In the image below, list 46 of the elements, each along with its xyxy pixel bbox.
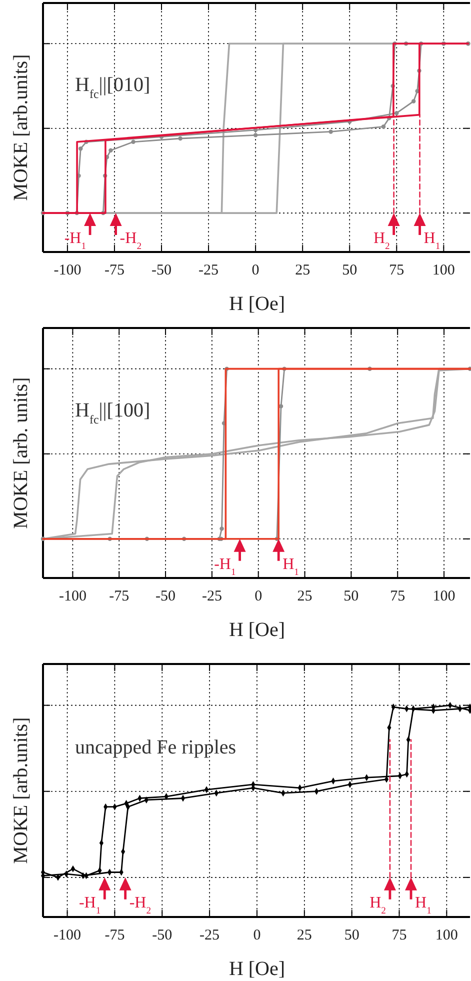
x-tick-label: -100 <box>54 928 82 944</box>
x-tick-label: -25 <box>200 928 220 944</box>
x-tick-label: 100 <box>435 928 458 944</box>
annotation: H$_{1}$ <box>424 230 440 252</box>
x-tick-label: 25 <box>297 588 312 605</box>
annotation: -H$_{1}$ <box>214 556 236 578</box>
x-tick-label: 50 <box>342 262 358 279</box>
x-tick-label: -75 <box>104 928 125 944</box>
x-tick-label: 75 <box>392 928 407 944</box>
x-tick-label: -50 <box>152 928 172 944</box>
y-axis-title: MOKE [arb. units] <box>10 377 32 529</box>
x-tick-label: 50 <box>344 588 359 605</box>
x-tick-label: -75 <box>109 588 130 605</box>
x-tick-label: 25 <box>296 928 312 944</box>
x-tick-label: -100 <box>54 262 82 279</box>
x-axis-title: H [Oe] <box>228 958 286 980</box>
annotation: uncapped Fe ripples <box>75 736 236 758</box>
annotation: H$_{2}$ <box>370 894 386 916</box>
x-tick-label: -25 <box>198 262 219 279</box>
x-tick-label: 75 <box>390 588 406 605</box>
x-tick-label: 100 <box>432 262 455 279</box>
annotation: -H$_{1}$ <box>64 230 86 252</box>
x-tick-label: 100 <box>432 588 456 605</box>
x-tick-label: 25 <box>295 262 310 279</box>
x-tick-label: -25 <box>202 588 222 605</box>
x-axis-title: H [Oe] <box>228 293 286 315</box>
x-tick-label: 75 <box>389 262 404 279</box>
x-tick-label: 0 <box>252 262 260 279</box>
annotation: -H$_{1}$ <box>78 894 101 916</box>
annotation: -H$_{2}$ <box>129 894 152 916</box>
annotation: H$_{fc}$||[100] <box>75 399 150 426</box>
y-axis-title: MOKE [arb.units] <box>10 717 32 864</box>
annotation: H$_{fc}$||[010] <box>75 74 150 102</box>
x-axis-title: H [Oe] <box>228 619 286 641</box>
x-tick-label: -50 <box>152 262 172 279</box>
x-tick-label: 0 <box>254 588 262 605</box>
y-axis-title: MOKE [arb.units] <box>10 54 32 201</box>
x-tick-label: -75 <box>104 262 124 279</box>
annotation: H$_{1}$ <box>415 894 432 916</box>
x-tick-label: -50 <box>156 588 176 605</box>
x-tick-label: -100 <box>58 588 86 605</box>
x-tick-label: 50 <box>344 928 360 944</box>
annotation: -H$_{2}$ <box>120 230 142 252</box>
x-tick-label: 0 <box>253 928 261 944</box>
annotation: H$_{2}$ <box>373 230 390 252</box>
annotation: H$_{1}$ <box>282 556 300 578</box>
